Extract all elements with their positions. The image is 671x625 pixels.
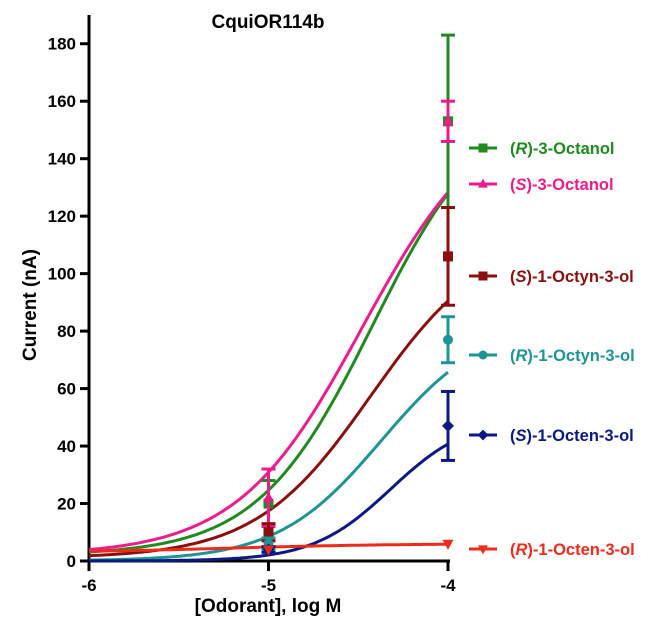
data-point (478, 350, 488, 360)
data-point (477, 429, 489, 441)
legend-label: (S)-3-Octanol (510, 176, 614, 194)
data-point (442, 539, 454, 550)
chart-title: CquiOR114b (212, 12, 325, 33)
legend-entry: (S)-3-Octanol (469, 176, 614, 194)
y-tick-label: 40 (57, 437, 76, 456)
data-point (263, 527, 274, 538)
legend-label-part: )-1-Octen-3-ol (527, 427, 634, 445)
axes: 0 20 40 60 80 100 120 140 160 180 -6 -5 -4 (48, 15, 456, 595)
y-tick-label: 140 (48, 150, 76, 169)
legend-label-part: R (516, 347, 528, 365)
legend-label: (R)-3-Octanol (510, 140, 615, 158)
legend-label: (R)-1-Octen-3-ol (510, 541, 635, 559)
legend-entry: (S)-1-Octen-3-ol (469, 427, 634, 445)
legend-label: (S)-1-Octyn-3-ol (510, 268, 634, 286)
y-tick-label: 160 (48, 92, 76, 111)
data-point (263, 545, 274, 556)
y-tick-label: 0 (67, 552, 76, 571)
legend-label-part: S (516, 427, 527, 445)
legend-label: (S)-1-Octen-3-ol (510, 427, 634, 445)
data-point (478, 178, 488, 188)
data-point (443, 251, 453, 262)
legend-label-part: R (516, 140, 528, 158)
legend-label-part: ( (510, 427, 516, 445)
y-tick-label: 80 (57, 322, 76, 341)
legend-entry: (R)-1-Octen-3-ol (469, 541, 635, 559)
legend-label-part: )-3-Octanol (527, 176, 614, 194)
data-point (442, 115, 454, 126)
legend-label-part: R (516, 541, 528, 559)
legend-label-part: ( (510, 347, 516, 365)
x-tick-label: -4 (440, 576, 456, 595)
legend-label-part: ( (510, 176, 516, 194)
legend-label-part: S (516, 268, 527, 286)
legend-label-part: )-1-Octyn-3-ol (527, 268, 634, 286)
legend-label-part: S (516, 176, 527, 194)
data-point (478, 143, 488, 153)
legend-label-part: )-1-Octen-3-ol (527, 541, 634, 559)
y-tick-label: 180 (48, 35, 76, 54)
legend-label-part: ( (510, 140, 516, 158)
y-axis-label: Current (nA) (20, 249, 41, 361)
x-axis-label: [Odorant], log M (195, 596, 342, 617)
legend-entry: (R)-3-Octanol (469, 140, 615, 158)
x-tick-label: -5 (261, 576, 276, 595)
legend-entry: (S)-1-Octyn-3-ol (469, 268, 634, 286)
legend-label-part: ( (510, 541, 516, 559)
legend-label-part: )-1-Octyn-3-ol (527, 347, 634, 365)
legend: (R)-3-Octanol(S)-3-Octanol(S)-1-Octyn-3-… (469, 140, 635, 559)
data-point (442, 419, 454, 432)
data-point (478, 545, 488, 555)
legend-label-part: )-3-Octanol (527, 140, 614, 158)
legend-label: (R)-1-Octyn-3-ol (510, 347, 635, 365)
data-point (443, 334, 453, 345)
x-tick-label: -6 (81, 576, 96, 595)
data-point (478, 271, 488, 281)
legend-label-part: ( (510, 268, 516, 286)
data-point (263, 491, 274, 502)
y-tick-label: 120 (48, 207, 76, 226)
y-tick-label: 60 (57, 380, 76, 399)
y-tick-label: 100 (48, 265, 76, 284)
legend-entry: (R)-1-Octyn-3-ol (469, 347, 635, 365)
data-points (261, 33, 455, 556)
y-tick-label: 20 (57, 495, 76, 514)
